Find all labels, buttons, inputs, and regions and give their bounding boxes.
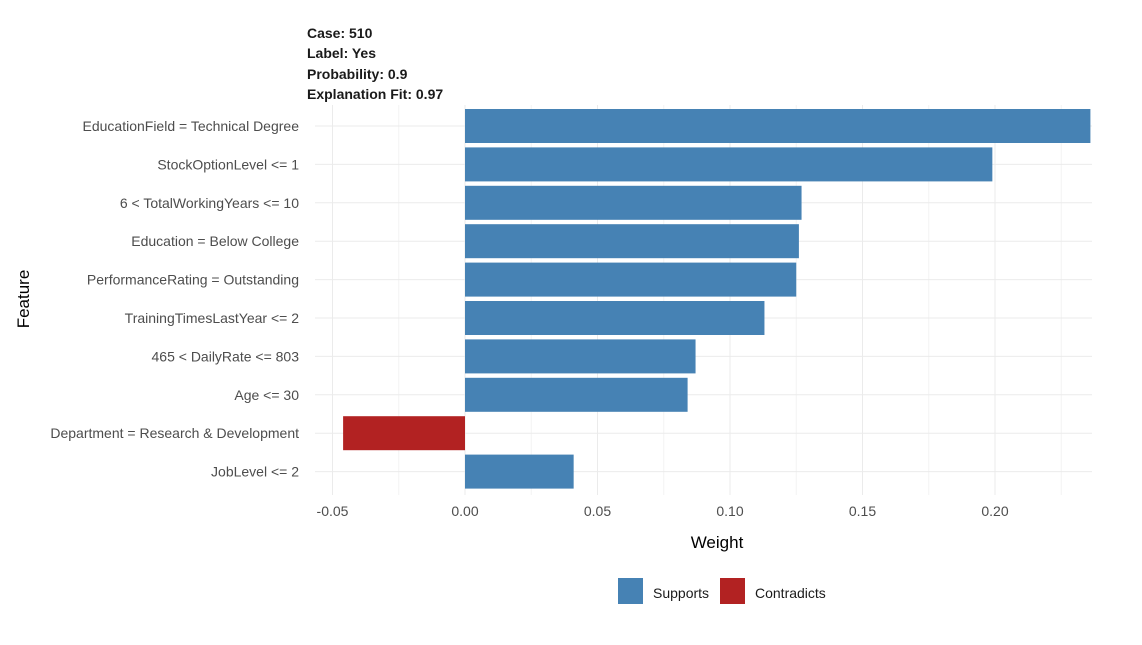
explanation-fit-text: Explanation Fit: 0.97 bbox=[307, 86, 443, 102]
y-tick-label: EducationField = Technical Degree bbox=[83, 118, 300, 134]
legend-swatch-contradicts bbox=[720, 578, 745, 604]
bar-4 bbox=[465, 224, 799, 259]
case-header: Case: 510 Label: Yes Probability: 0.9 Ex… bbox=[307, 25, 443, 102]
y-tick-label: Education = Below College bbox=[131, 233, 299, 249]
case-text: Case: 510 bbox=[307, 25, 373, 41]
y-tick-label: TrainingTimesLastYear <= 2 bbox=[125, 310, 300, 326]
y-tick-label: StockOptionLevel <= 1 bbox=[157, 156, 299, 172]
x-tick-label: 0.05 bbox=[584, 503, 611, 519]
x-tick-labels: -0.05 0.00 0.05 0.10 0.15 0.20 bbox=[317, 503, 1009, 519]
legend-swatch-supports bbox=[618, 578, 643, 604]
bar-8 bbox=[465, 377, 688, 412]
bar-2 bbox=[465, 147, 993, 182]
bar-7 bbox=[465, 339, 696, 374]
probability-text: Probability: 0.9 bbox=[307, 66, 408, 82]
bar-1 bbox=[465, 109, 1091, 143]
x-tick-label: 0.00 bbox=[451, 503, 478, 519]
y-tick-label: JobLevel <= 2 bbox=[211, 464, 299, 480]
legend-label-contradicts: Contradicts bbox=[755, 585, 826, 601]
y-tick-label: Age <= 30 bbox=[234, 387, 299, 403]
bar-3 bbox=[465, 185, 802, 220]
x-axis-title: Weight bbox=[691, 533, 744, 552]
label-text: Label: Yes bbox=[307, 45, 376, 61]
y-tick-label: 6 < TotalWorkingYears <= 10 bbox=[120, 195, 299, 211]
y-tick-labels: EducationField = Technical Degree StockOp… bbox=[50, 118, 299, 480]
legend: Supports Contradicts bbox=[618, 578, 826, 604]
bar-9 bbox=[343, 416, 465, 451]
bar-5 bbox=[465, 262, 797, 297]
y-tick-label: 465 < DailyRate <= 803 bbox=[152, 348, 300, 364]
x-tick-label: -0.05 bbox=[317, 503, 349, 519]
legend-label-supports: Supports bbox=[653, 585, 709, 601]
x-tick-label: 0.10 bbox=[716, 503, 743, 519]
bars bbox=[343, 109, 1091, 489]
y-tick-label: Department = Research & Development bbox=[50, 425, 299, 441]
bar-6 bbox=[465, 301, 765, 335]
bar-10 bbox=[465, 454, 574, 489]
x-tick-label: 0.15 bbox=[849, 503, 876, 519]
x-tick-label: 0.20 bbox=[981, 503, 1008, 519]
y-axis-title: Feature bbox=[14, 270, 33, 329]
y-tick-label: PerformanceRating = Outstanding bbox=[87, 272, 299, 288]
